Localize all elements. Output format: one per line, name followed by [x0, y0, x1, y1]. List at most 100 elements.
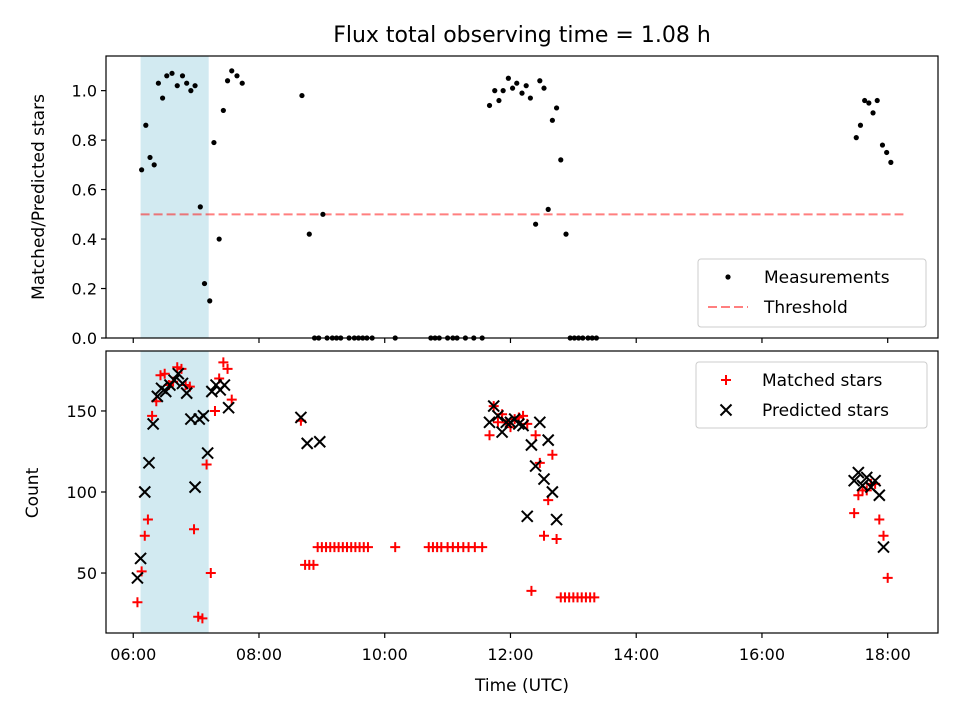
measurement-point — [155, 80, 161, 86]
matched-star-point — [551, 534, 562, 544]
measurement-point — [853, 135, 859, 141]
predicted-star-point — [487, 399, 500, 413]
measurement-point — [139, 167, 145, 173]
matched-star-point — [882, 572, 893, 583]
measurement-point — [201, 280, 208, 287]
matched-star-point — [362, 542, 373, 553]
bottom-highlight-span — [140, 351, 209, 633]
legend-label: Predicted stars — [762, 401, 889, 421]
top-ytick-label: 0.2 — [72, 280, 97, 299]
top-axes: 0.0 0.2 0.4 0.6 0.8 1.0 — [72, 55, 939, 348]
predicted-star-point — [529, 459, 542, 473]
predicted-star-point — [877, 540, 890, 554]
measurement-point — [563, 231, 569, 237]
predicted-star-point — [521, 510, 534, 523]
measurement-point — [884, 149, 890, 156]
bottom-xlabel: Time (UTC) — [474, 676, 569, 696]
matched-star-point — [132, 597, 143, 608]
measurement-point — [505, 75, 511, 81]
predicted-star-point — [860, 471, 873, 484]
xtick-label: 14:00 — [613, 645, 659, 664]
measurement-point — [207, 298, 213, 304]
matched-star-point — [205, 568, 216, 579]
matched-star-point — [218, 357, 229, 368]
xtick-label: 18:00 — [865, 645, 911, 664]
measurement-point — [888, 159, 894, 165]
predicted-star-point — [142, 456, 156, 470]
measurement-point — [514, 80, 520, 86]
measurement-point — [866, 100, 872, 106]
chart-title: Flux total observing time = 1.08 h — [333, 23, 711, 48]
predicted-star-point — [138, 485, 151, 499]
measurement-point — [211, 139, 217, 146]
predicted-star-point — [541, 433, 555, 447]
legend-predicted-marker — [719, 403, 733, 417]
predicted-star-point — [201, 446, 214, 460]
predicted-star-point — [516, 419, 530, 432]
xtick-label: 16:00 — [739, 645, 785, 664]
predicted-star-point — [151, 390, 164, 403]
predicted-star-point — [172, 367, 185, 380]
predicted-star-point — [197, 409, 210, 423]
measurement-point — [874, 97, 880, 104]
predicted-star-point — [176, 377, 189, 390]
matched-star-point — [176, 363, 187, 374]
measurement-point — [537, 78, 543, 84]
measurement-point — [492, 88, 498, 94]
matched-star-point — [477, 542, 488, 553]
measurement-point — [553, 105, 560, 111]
measurement-point — [229, 68, 235, 74]
predicted-star-point — [159, 385, 172, 398]
bottom-ytick-label: 50 — [77, 564, 97, 583]
measurement-point — [320, 211, 326, 217]
predicted-star-point — [500, 416, 513, 429]
matched-star-point — [147, 410, 158, 421]
predicted-star-point — [491, 409, 505, 423]
legend-measurements-marker — [725, 274, 731, 280]
measurement-point — [545, 206, 551, 212]
measurement-point — [159, 95, 166, 101]
measurement-point — [179, 73, 186, 79]
predicted-star-point — [167, 373, 181, 387]
measurement-point — [527, 95, 533, 101]
measurement-point — [220, 107, 226, 114]
matched-star-point — [849, 508, 860, 519]
predicted-star-point — [525, 438, 538, 452]
matched-star-point — [201, 459, 212, 470]
measurement-point — [509, 85, 516, 91]
predicted-star-point — [300, 437, 314, 450]
measurement-point — [184, 80, 190, 86]
measurement-point — [188, 88, 194, 94]
top-panel: 0.0 0.2 0.4 0.6 0.8 1.0 Matched/Predicted sta… — [29, 55, 939, 348]
matched-star-point — [222, 363, 233, 374]
matched-star-point — [874, 514, 885, 525]
xtick-label: 08:00 — [236, 645, 282, 664]
matched-star-point — [390, 542, 401, 553]
predicted-star-point — [533, 416, 547, 429]
measurement-point — [870, 110, 876, 116]
measurement-point — [143, 122, 149, 128]
top-axes-frame — [105, 55, 939, 339]
matched-star-point — [142, 514, 153, 525]
measurement-point — [164, 73, 170, 79]
bottom-legend-box — [695, 361, 928, 429]
measurement-point — [151, 162, 157, 168]
predicted-star-point — [222, 401, 235, 414]
predicted-star-point — [852, 466, 865, 479]
bottom-ytick-label: 100 — [66, 483, 97, 502]
predicted-star-point — [188, 480, 202, 494]
matched-star-point — [197, 613, 208, 624]
predicted-star-point — [550, 513, 563, 526]
measurement-point — [519, 90, 525, 96]
matched-star-point — [878, 530, 889, 541]
measurement-point — [169, 70, 175, 76]
measurement-point — [533, 221, 539, 227]
measurement-point — [197, 204, 203, 210]
legend-label: Threshold — [763, 298, 848, 318]
measurement-point — [174, 83, 180, 89]
matched-star-point — [209, 405, 220, 416]
legend-label: Measurements — [764, 268, 890, 288]
top-legend-box — [697, 258, 927, 328]
measurement-point — [192, 83, 198, 89]
